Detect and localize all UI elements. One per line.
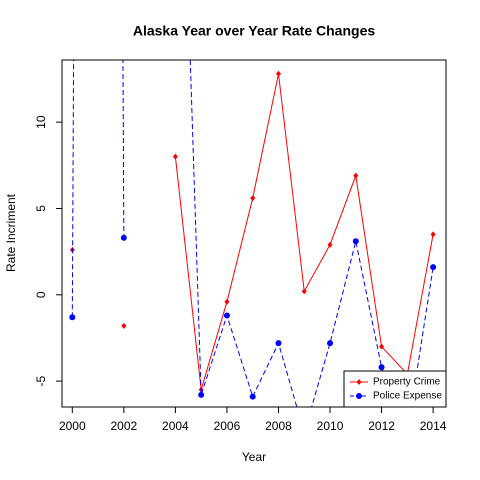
point [301,288,307,295]
y-axis-label: Rate Incriment [4,193,18,272]
x-tick-label: 2006 [214,419,241,433]
point [352,238,359,245]
point [378,364,385,371]
legend-label: Police Expense [373,391,442,402]
y-tick-label: 10 [34,115,48,129]
point [121,322,127,329]
x-tick-label: 2010 [317,419,344,433]
chart-title: Alaska Year over Year Rate Changes [133,23,376,39]
point [430,264,437,271]
point [275,340,282,347]
x-tick-label: 2008 [265,419,292,433]
point [223,312,230,319]
point [198,391,205,398]
point [379,343,385,350]
legend-label: Property Crime [373,377,441,388]
x-tick-label: 2004 [162,419,189,433]
x-axis-label: Year [242,450,266,464]
point [120,234,127,241]
x-tick-label: 2002 [111,419,138,433]
legend-marker [356,393,362,399]
point [69,314,76,321]
y-tick-label: 0 [34,291,48,298]
y-tick-label: -5 [34,375,48,386]
plot-frame [61,59,447,408]
point [327,241,333,248]
x-tick-label: 2014 [420,419,447,433]
legend-box [343,370,447,408]
point [430,231,436,238]
x-tick-label: 2012 [368,419,395,433]
point [224,298,230,305]
x-tick-label: 2000 [59,419,86,433]
point [249,393,256,400]
point [275,70,281,77]
point [250,195,256,202]
point [327,340,334,347]
legend-marker [356,379,362,385]
y-tick-label: 5 [34,205,48,212]
point [353,172,359,179]
point [172,153,178,160]
